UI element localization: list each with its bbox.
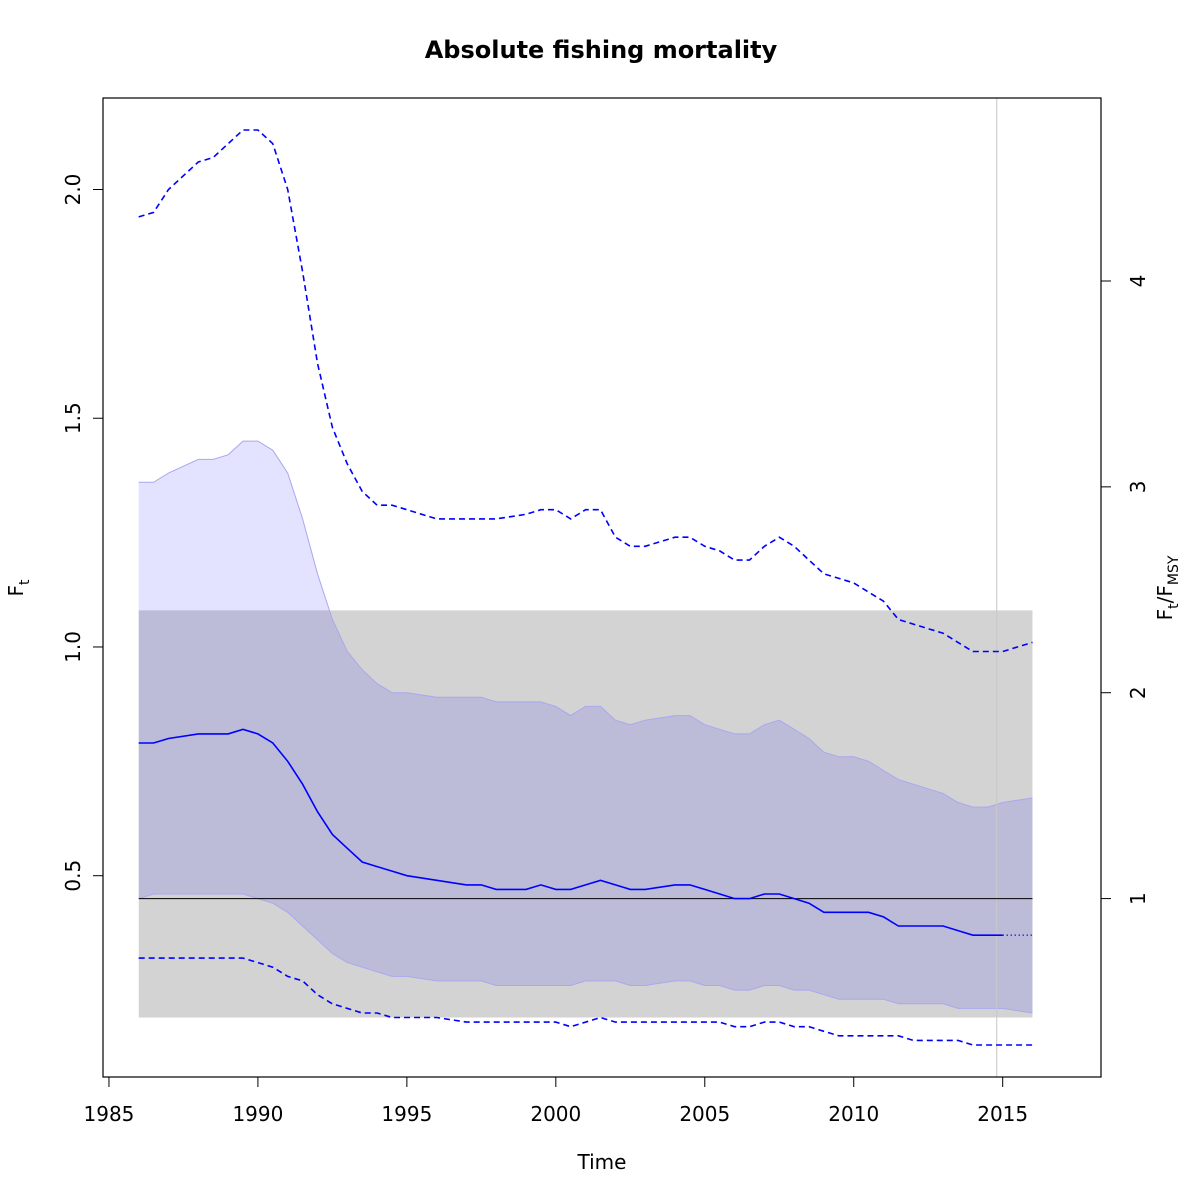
y2-tick-label: 4 <box>1126 275 1150 288</box>
y2-axis-label-part-2: t <box>1166 603 1182 609</box>
y2-axis-label-part-1: F <box>1153 609 1177 621</box>
x-tick-label: 2000 <box>530 1102 581 1126</box>
plot-area <box>138 98 1033 1077</box>
y-axis: 0.5 1.0 1.5 2.0 <box>61 174 103 892</box>
y-tick-label: 1.0 <box>61 631 85 663</box>
y2-axis-label: Ft/FMSY <box>1153 555 1182 620</box>
x-tick-label: 1995 <box>381 1102 432 1126</box>
x-tick-label: 2015 <box>977 1102 1028 1126</box>
y-axis-label-main: F <box>4 585 28 597</box>
y2-tick-label: 3 <box>1126 480 1150 493</box>
y2-tick-label: 1 <box>1126 892 1150 905</box>
y-tick-label: 2.0 <box>61 174 85 206</box>
x-tick-label: 2005 <box>679 1102 730 1126</box>
y-axis-label-sub: t <box>17 579 33 585</box>
x-axis: 1985 1990 1995 2000 2005 2010 2015 <box>84 1076 1028 1126</box>
ci-upper-edge <box>138 440 1033 808</box>
x-tick-label: 2010 <box>828 1102 879 1126</box>
upper-dashed-line <box>138 129 1033 653</box>
x-axis-label: Time <box>577 1150 627 1174</box>
x-tick-label: 1985 <box>84 1102 135 1126</box>
y2-tick-label: 2 <box>1126 686 1150 699</box>
ci-lower-edge <box>138 893 1033 1014</box>
estimate-line <box>138 728 1003 936</box>
lower-dashed-line <box>138 957 1033 1046</box>
y2-axis: 1 2 3 4 <box>1101 275 1150 905</box>
y2-axis-label-part-4: MSY <box>1166 555 1182 585</box>
y2-axis-label-part-3: /F <box>1153 585 1177 603</box>
y-tick-label: 1.5 <box>61 402 85 434</box>
x-tick-label: 1990 <box>232 1102 283 1126</box>
y-tick-label: 0.5 <box>61 860 85 892</box>
chart-title: Absolute fishing mortality <box>425 36 778 64</box>
ci-overlap-region <box>138 610 1033 1013</box>
y-axis-label: Ft <box>4 579 33 597</box>
